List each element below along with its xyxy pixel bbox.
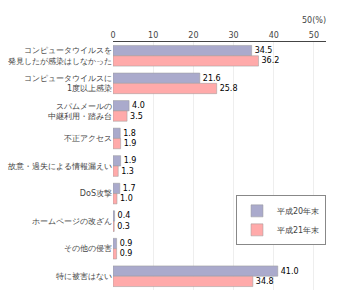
svg-text:1.0: 1.0 (120, 194, 133, 203)
svg-text:ホームページの改ざん: ホームページの改ざん (32, 217, 112, 226)
svg-text:不正アクセス: 不正アクセス (64, 134, 112, 143)
svg-text:スパムメールの中継利用・踏み台: スパムメールの中継利用・踏み台 (48, 101, 112, 120)
svg-text:1.7: 1.7 (123, 184, 136, 193)
svg-text:0: 0 (110, 31, 115, 40)
svg-text:30: 30 (228, 31, 238, 40)
svg-text:その他の侵害: その他の侵害 (64, 244, 112, 253)
svg-text:3.5: 3.5 (130, 112, 143, 121)
svg-text:コンピュータウイルスを発見したが感染はしなかった: コンピュータウイルスを発見したが感染はしなかった (8, 46, 112, 65)
svg-text:0.3: 0.3 (117, 222, 130, 231)
svg-text:4.0: 4.0 (132, 101, 145, 110)
svg-text:0.9: 0.9 (120, 249, 133, 258)
svg-text:0.4: 0.4 (118, 211, 131, 220)
svg-text:25.8: 25.8 (220, 84, 238, 93)
svg-text:1.3: 1.3 (121, 167, 134, 176)
svg-text:34.5: 34.5 (255, 46, 273, 55)
svg-text:21.6: 21.6 (203, 74, 221, 83)
svg-text:コンピュータウイルスに1度以上感染: コンピュータウイルスに1度以上感染 (24, 74, 112, 93)
svg-text:10: 10 (148, 31, 158, 40)
svg-text:平成20年末: 平成20年末 (277, 207, 319, 216)
svg-text:1.9: 1.9 (124, 156, 137, 165)
svg-text:50(%): 50(%) (302, 16, 326, 25)
svg-text:故意・過失による情報漏えい: 故意・過失による情報漏えい (8, 162, 112, 171)
svg-text:0.9: 0.9 (120, 239, 133, 248)
svg-text:34.8: 34.8 (256, 277, 274, 286)
svg-text:DoS攻撃: DoS攻撃 (80, 189, 112, 198)
svg-text:36.2: 36.2 (261, 56, 279, 65)
svg-text:20: 20 (188, 31, 198, 40)
svg-text:平成21年末: 平成21年末 (277, 226, 319, 235)
svg-text:50: 50 (309, 31, 319, 40)
svg-text:41.0: 41.0 (281, 267, 299, 276)
svg-text:40: 40 (269, 31, 279, 40)
svg-text:特に被害はない: 特に被害はない (56, 272, 112, 281)
svg-text:1.8: 1.8 (123, 129, 136, 138)
svg-text:1.9: 1.9 (124, 139, 137, 148)
